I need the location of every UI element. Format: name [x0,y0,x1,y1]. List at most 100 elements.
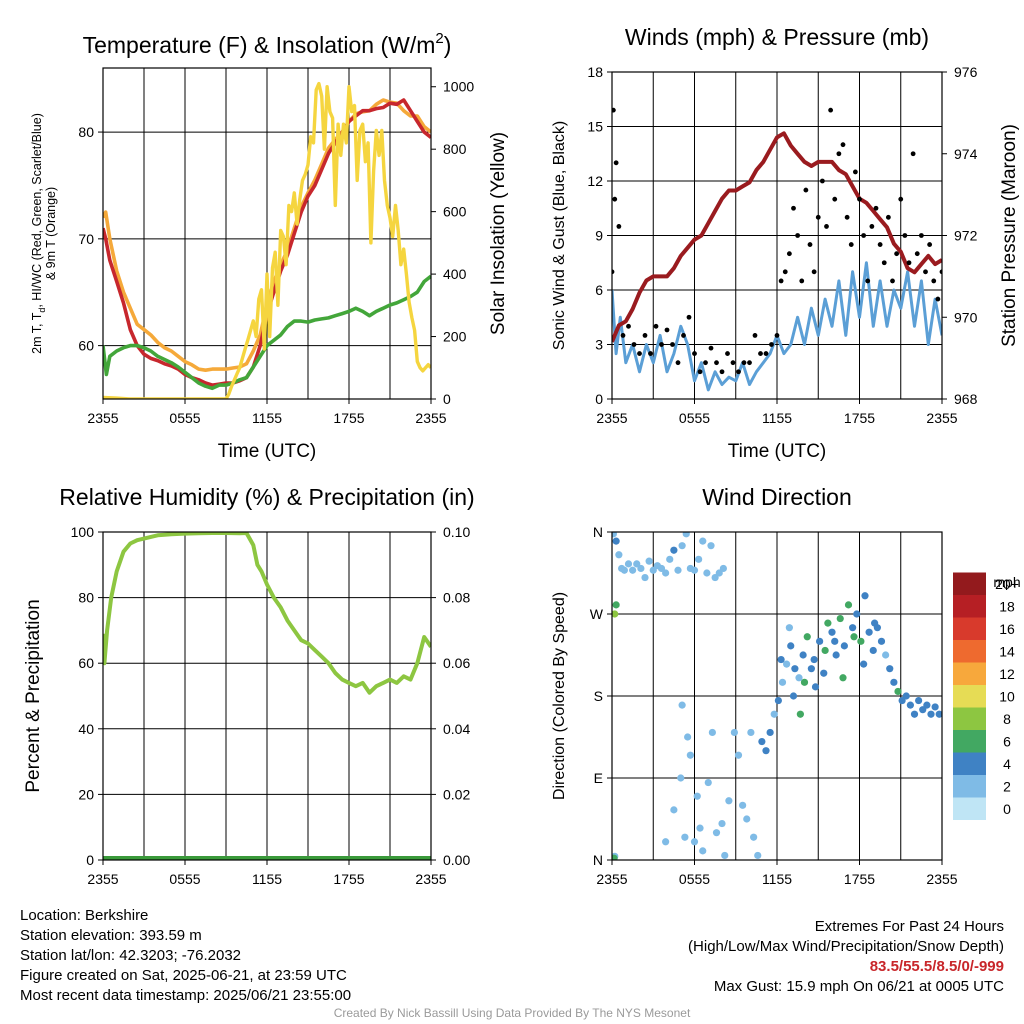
wind-title: Winds (mph) & Pressure (mb) [625,24,929,50]
direction-point [839,674,847,682]
wind-series-1 [612,131,942,343]
wdir-ytick-label: W [590,606,604,622]
temp-ytick-right-label: 0 [443,391,451,407]
gust-point [931,278,937,284]
gust-point [769,342,774,347]
direction-point [850,633,858,641]
direction-point [758,737,766,746]
colorbar-label: 8 [1003,711,1011,727]
wind-ytick-label: 15 [587,119,603,135]
temp-xtick-label: 0555 [169,410,200,426]
direction-point [902,692,910,700]
direction-point [882,651,890,659]
rh-ytick-label: 100 [71,524,95,540]
direction-point [857,637,865,645]
extremes-fields: (High/Low/Max Wind/Precipitation/Snow De… [688,938,1004,955]
direction-point [708,728,716,737]
gust-point [741,360,747,366]
gust-point [873,205,879,211]
wdir-series-group [612,532,942,860]
colorbar-swatch [953,752,986,775]
direction-point [681,833,689,841]
colorbar-label: 2 [1003,778,1011,794]
direction-point [684,733,692,741]
wind-xtick-label: 2355 [596,410,627,426]
gust-point [730,360,736,366]
wind-ylabel-right: Station Pressure (Maroon) [999,124,1020,347]
gust-point [791,205,796,211]
direction-point [718,819,726,828]
gust-point [848,242,854,247]
direction-point [682,532,690,538]
temp-xtick-label: 1155 [252,410,282,426]
gust-point [877,242,883,247]
rh-ytick-label: 20 [78,786,94,802]
gust-point [747,360,752,366]
rh-ytick-right-label: 0.10 [443,524,470,540]
colorbar-swatch [953,707,986,730]
direction-point [747,728,755,737]
direction-point [906,701,914,709]
direction-point [803,633,811,641]
gust-point [778,278,784,284]
direction-point [629,566,637,574]
gust-point [620,333,626,338]
direction-point [890,678,898,686]
temp-ytick-label: 70 [78,231,94,247]
direction-point [774,696,782,705]
colorbar-swatch [953,797,986,820]
wdir-xtick-label: 2355 [596,871,627,887]
wdir-xtick-label: 1755 [844,871,875,887]
rh-ytick-right-label: 0.02 [443,786,470,802]
gust-point [758,351,763,356]
direction-point [649,566,657,574]
wind-xtick-label: 1155 [762,410,792,426]
gust-point [852,169,858,175]
direction-point [860,660,868,668]
direction-point [832,651,840,659]
direction-point [612,537,620,545]
colorbar-swatch [953,775,986,798]
max-gust: Max Gust: 15.9 mph On 06/21 at 0005 UTC [713,978,1004,995]
direction-point [915,696,923,705]
direction-point [703,569,711,577]
gust-point [616,224,622,229]
colorbar-label: 12 [999,666,1015,682]
direction-point [777,655,785,664]
wind-ytick-label: 6 [595,282,603,298]
wind-ytick-right-label: 976 [954,64,978,80]
wind-panel: 0 3 6 9 12 15 18 968 970 972 974 976 2355 0555 1155 175… [551,24,1020,462]
rh-ytick-label: 80 [78,590,94,606]
direction-point [707,542,715,550]
gust-point [681,333,686,338]
rh-xtick-label: 2355 [87,871,118,887]
gust-point [832,196,838,202]
direction-point [796,710,804,718]
colorbar-swatch [953,685,986,708]
temp-ytick-right-label: 400 [443,266,467,282]
figure-created: Figure created on Sat, 2025-06-21, at 23… [20,967,347,984]
temp-ytick-label: 80 [78,124,94,140]
direction-point [612,532,617,538]
direction-point [844,601,853,609]
direction-point [666,555,674,563]
direction-point [865,628,873,636]
colorbar-label: 10 [999,688,1015,704]
rh-ylabel-left: Percent & Precipitation [23,599,44,792]
direction-point [711,573,719,582]
direction-point [657,564,666,573]
gust-point [703,360,708,366]
rh-xtick-label: 2355 [415,871,446,887]
gust-point [708,345,714,351]
direction-point [645,557,653,565]
extremes-info: Extremes For Past 24 Hours (High/Low/Max… [688,917,1004,997]
gust-point [774,333,780,338]
direction-point [785,624,793,632]
direction-point [898,696,906,705]
direction-point [821,646,829,655]
rh-xtick-label: 1755 [333,871,364,887]
gust-point [869,224,875,229]
temp-ylabel-left: 2m T, Td, HI/WC (Red, Green, Scarlet/Blu… [30,113,47,354]
colorbar-swatch [953,595,986,618]
colorbar-label: 4 [1003,756,1011,772]
